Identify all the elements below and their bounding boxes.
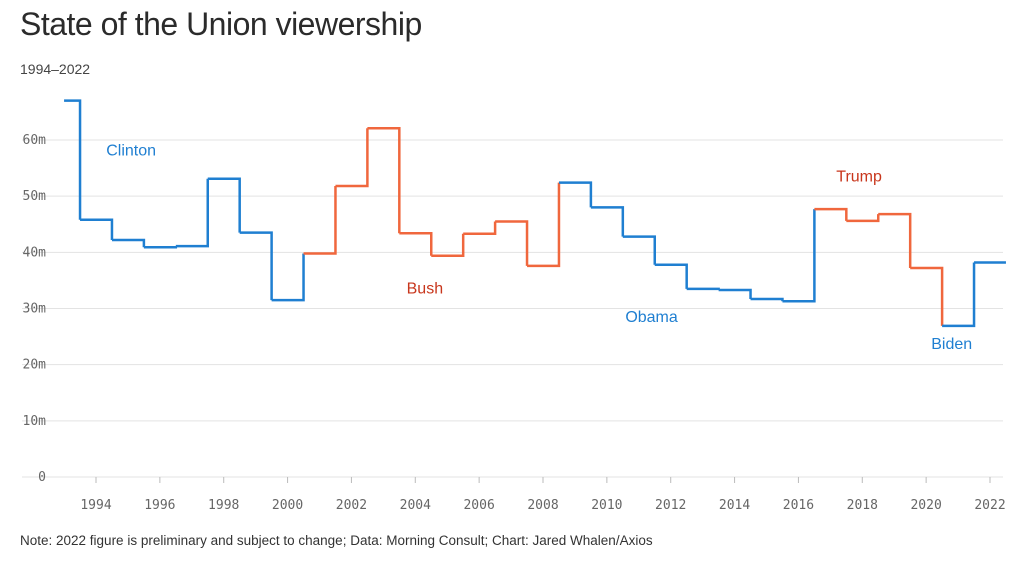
step-segment-bush-2007 <box>495 220 529 266</box>
step-segment-biden-2021 <box>942 262 976 328</box>
x-tick-label: 2014 <box>719 498 750 513</box>
step-segment-clinton-1993 <box>64 99 82 220</box>
step-segment-clinton-1997 <box>175 178 209 248</box>
y-tick-label: 50m <box>23 189 47 204</box>
step-segment-trump-2018 <box>846 214 880 223</box>
series-label-bush: Bush <box>407 280 443 297</box>
step-segment-bush-2004 <box>399 231 433 256</box>
y-tick-label: 60m <box>23 133 47 148</box>
chart-subtitle: 1994–2022 <box>20 61 91 77</box>
x-tick-label: 2004 <box>400 498 431 513</box>
step-segment-obama-2016 <box>782 209 816 303</box>
series-label-biden: Biden <box>931 336 972 353</box>
x-tick-label: 2006 <box>463 498 494 513</box>
x-tick-label: 1994 <box>80 498 111 513</box>
y-tick-label: 10m <box>23 414 47 429</box>
step-segment-bush-2001 <box>303 186 337 255</box>
x-tick-label: 2002 <box>336 498 367 513</box>
x-tick-label: 2012 <box>655 498 686 513</box>
step-segment-obama-2010 <box>590 206 625 237</box>
y-tick-label: 40m <box>23 245 47 260</box>
series-label-obama: Obama <box>625 309 678 326</box>
x-tick-label: 1996 <box>144 498 175 513</box>
step-segment-clinton-1999 <box>239 231 273 301</box>
step-segment-obama-2009 <box>558 181 593 208</box>
chart-title: State of the Union viewership <box>20 6 422 42</box>
y-tick-label: 0 <box>38 470 46 485</box>
step-segment-bush-2005 <box>431 233 465 257</box>
step-segment-obama-2012 <box>654 263 688 289</box>
step-segment-clinton-1995 <box>111 238 146 248</box>
x-tick-label: 2008 <box>527 498 558 513</box>
step-segment-obama-2015 <box>750 297 784 302</box>
step-segment-bush-2002 <box>335 128 369 188</box>
x-tick-label: 2000 <box>272 498 303 513</box>
x-tick-label: 2018 <box>847 498 878 513</box>
x-tick-label: 1998 <box>208 498 239 513</box>
step-segment-trump-2019 <box>878 212 912 269</box>
y-tick-label: 20m <box>23 358 47 373</box>
step-segment-bush-2003 <box>367 126 401 234</box>
series-label-trump: Trump <box>836 169 882 186</box>
y-tick-label: 30m <box>23 302 47 317</box>
step-segment-clinton-1994 <box>80 218 114 240</box>
chart-note: Note: 2022 figure is preliminary and sub… <box>20 533 653 548</box>
step-segment-trump-2017 <box>814 207 848 221</box>
step-segment-obama-2014 <box>718 288 752 299</box>
x-tick-label: 2022 <box>974 498 1005 513</box>
step-segment-bush-2006 <box>463 221 497 236</box>
step-segment-clinton-1998 <box>207 177 241 233</box>
step-segment-clinton-2000 <box>271 253 305 302</box>
step-segment-clinton-1996 <box>143 246 178 249</box>
x-tick-label: 2010 <box>591 498 622 513</box>
series-label-clinton: Clinton <box>106 143 156 160</box>
x-tick-label: 2020 <box>910 498 941 513</box>
step-segment-obama-2013 <box>686 287 720 291</box>
x-tick-label: 2016 <box>783 498 814 513</box>
step-segment-bush-2008 <box>527 182 561 268</box>
step-segment-obama-2011 <box>622 235 656 265</box>
step-segment-trump-2020 <box>910 266 944 326</box>
